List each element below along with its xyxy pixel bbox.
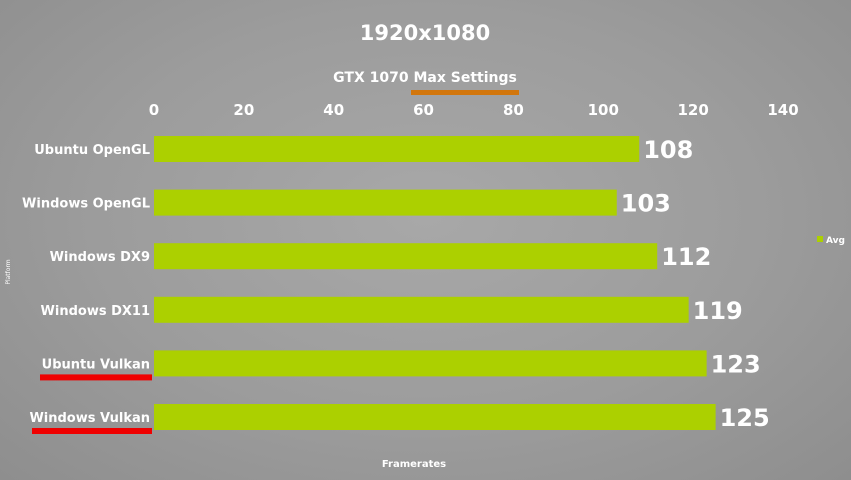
subtitle-underline <box>411 90 519 95</box>
x-tick-label: 0 <box>149 101 159 119</box>
category-label: Ubuntu Vulkan <box>42 357 150 372</box>
x-tick-label: 120 <box>677 101 708 119</box>
category-label: Ubuntu OpenGL <box>34 143 150 158</box>
bar <box>154 404 716 430</box>
y-axis-label: Platform <box>5 259 12 284</box>
value-label: 103 <box>621 190 671 218</box>
value-label: 125 <box>720 404 770 432</box>
category-highlight-underline <box>40 374 152 381</box>
legend: Avg <box>817 236 845 246</box>
x-tick-label: 60 <box>413 101 434 119</box>
x-tick-label: 100 <box>588 101 619 119</box>
bar <box>154 189 617 216</box>
bar <box>154 243 658 270</box>
value-label: 123 <box>711 350 761 378</box>
chart-title: 1920x1080 <box>360 21 490 45</box>
value-label: 112 <box>661 243 711 271</box>
bar <box>154 350 707 377</box>
chart-subtitle: GTX 1070 Max Settings <box>333 70 517 86</box>
x-tick-label: 80 <box>503 101 524 119</box>
value-label: 108 <box>643 136 693 164</box>
category-label: Windows Vulkan <box>29 411 150 426</box>
category-label: Windows DX11 <box>41 304 150 319</box>
bar <box>154 296 689 323</box>
x-tick-label: 40 <box>323 101 344 119</box>
category-highlight-underline <box>32 428 152 434</box>
x-tick-label: 140 <box>767 101 798 119</box>
bars: Ubuntu OpenGL 108 Windows OpenGL 103 Windows… <box>22 136 770 434</box>
x-axis-ticks: 0 20 40 60 80 100 120 140 <box>149 101 799 119</box>
x-tick-label: 20 <box>233 101 254 119</box>
x-axis-label: Framerates <box>382 459 446 470</box>
legend-label: Avg <box>826 236 845 246</box>
category-label: Windows DX9 <box>50 250 150 265</box>
bar <box>154 136 640 162</box>
category-label: Windows OpenGL <box>22 197 150 212</box>
value-label: 119 <box>693 297 743 325</box>
legend-swatch <box>817 236 823 242</box>
